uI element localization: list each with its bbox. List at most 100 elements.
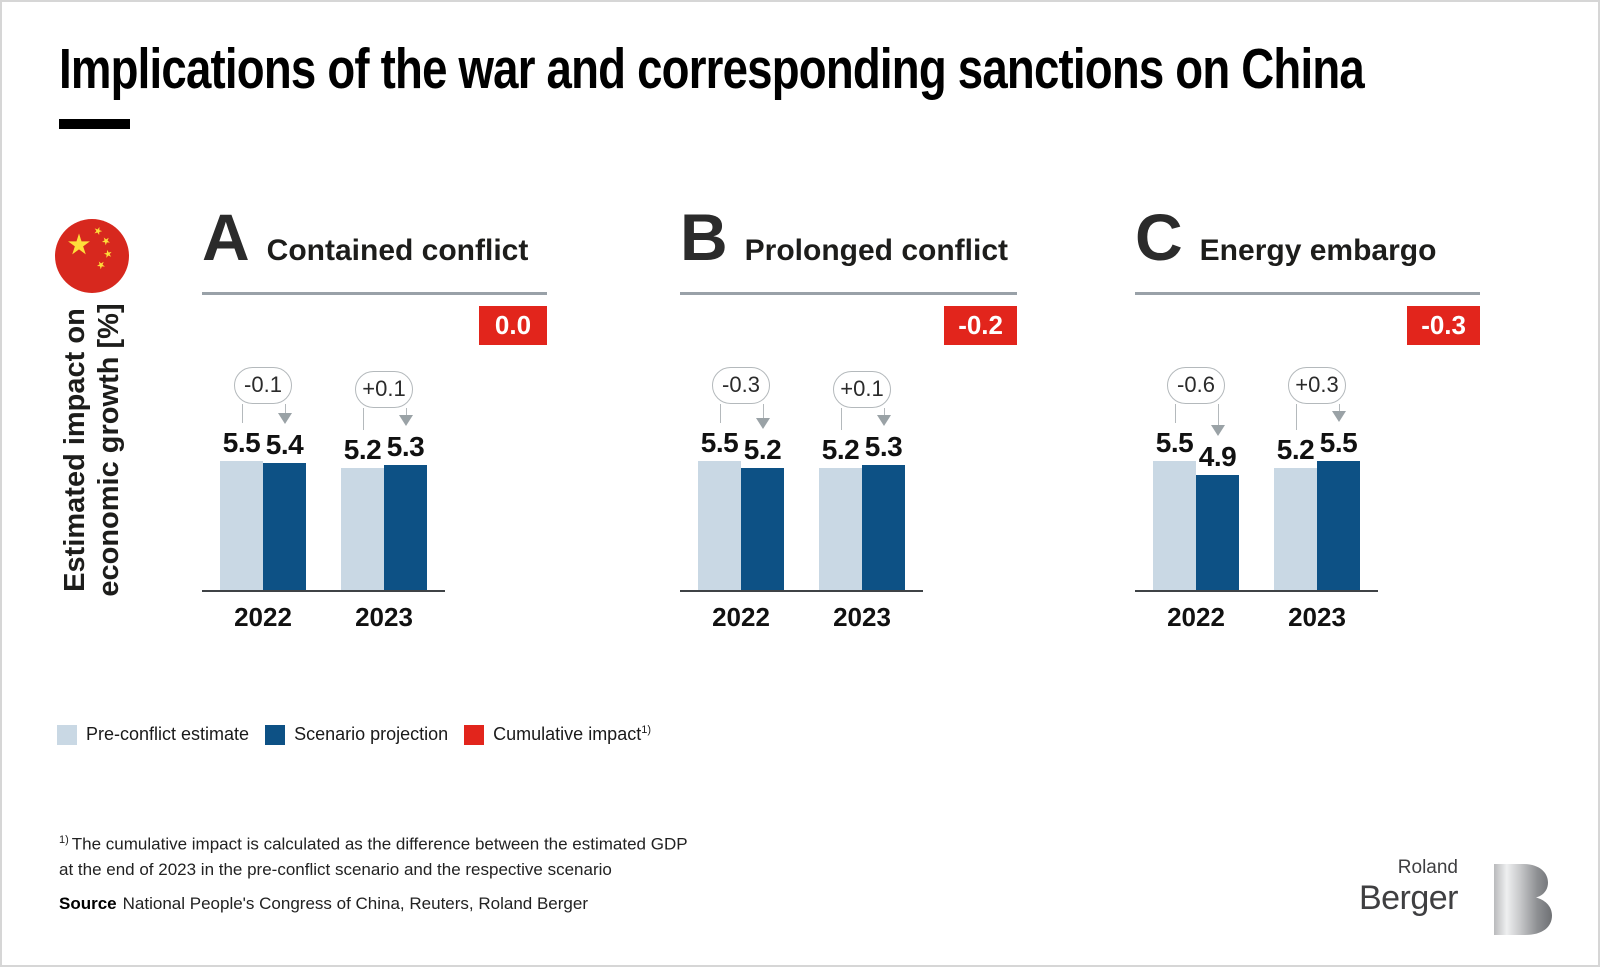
bar-value-scenario: 4.9 <box>1198 440 1237 472</box>
panel-header-rule <box>202 292 547 295</box>
bar-value-pre-conflict: 5.2 <box>1276 433 1315 465</box>
delta-arrow-line <box>405 408 407 416</box>
bar-pre-conflict <box>341 467 384 590</box>
delta-connector-line <box>362 408 364 430</box>
delta-bubble: -0.3 <box>712 366 770 404</box>
delta-arrow-line <box>1338 403 1340 411</box>
source-label: Source <box>59 894 117 913</box>
delta-arrow-line <box>1217 403 1219 425</box>
page-title: Implications of the war and correspondin… <box>59 37 1365 101</box>
bar-pre-conflict <box>1274 467 1317 590</box>
logo-berger: Berger <box>1358 879 1459 917</box>
legend-label-pre-conflict: Pre-conflict estimate <box>86 724 250 744</box>
legend-item-scenario: Scenario projection <box>265 724 448 745</box>
y-axis-label-line2: economic growth [%] <box>93 303 125 597</box>
title-underline <box>59 119 130 129</box>
delta-bubble: -0.1 <box>234 366 292 404</box>
bar-chart: 5.5 5.2 -0.3 2022 5.2 5.3 +0.1 2023 <box>680 202 1017 642</box>
y-axis-label-line1: Estimated impact on <box>59 308 91 592</box>
delta-connector-line <box>241 403 243 423</box>
x-axis-year-label: 2022 <box>234 602 292 632</box>
x-axis-year-label: 2022 <box>712 602 770 632</box>
china-flag-icon <box>55 219 129 293</box>
bar-value-pre-conflict: 5.5 <box>1155 426 1194 458</box>
panel-header: C Energy embargo <box>1135 202 1436 272</box>
source-line: Source National People's Congress of Chin… <box>59 894 588 914</box>
chart-legend: Pre-conflict estimate Scenario projectio… <box>57 724 651 745</box>
legend-label-cumulative: Cumulative impact1) <box>493 724 651 744</box>
bar-value-scenario: 5.3 <box>386 431 425 463</box>
footnote: 1) The cumulative impact is calculated as… <box>59 828 688 882</box>
footnote-marker: 1) <box>59 834 69 846</box>
x-axis-line <box>1135 590 1378 592</box>
bar-scenario-projection <box>384 465 427 590</box>
x-axis-line <box>202 590 445 592</box>
bar-pre-conflict <box>698 460 741 590</box>
delta-connector-line <box>1174 403 1176 423</box>
y-axis-label: Estimated impact on economic growth [%] <box>58 300 126 600</box>
delta-connector-line <box>1295 403 1297 430</box>
bar-scenario-projection <box>1196 474 1239 590</box>
delta-bubble: +0.3 <box>1288 366 1346 404</box>
panel-header-rule <box>680 292 1017 295</box>
x-axis-year-label: 2023 <box>833 602 891 632</box>
x-axis-year-label: 2023 <box>355 602 413 632</box>
legend-swatch-scenario <box>265 724 286 745</box>
legend-footnote-marker: 1) <box>641 724 651 736</box>
bar-value-scenario: 5.3 <box>864 431 903 463</box>
cumulative-impact-badge: -0.2 <box>944 306 1017 345</box>
bar-value-scenario: 5.4 <box>265 429 304 461</box>
bar-scenario-projection <box>263 463 306 590</box>
delta-arrow-line <box>762 403 764 418</box>
legend-item-pre-conflict: Pre-conflict estimate <box>57 724 249 745</box>
panel-header: A Contained conflict <box>202 202 528 272</box>
panel-header: B Prolonged conflict <box>680 202 1008 272</box>
bar-chart: 5.5 5.4 -0.1 2022 5.2 5.3 +0.1 2023 <box>202 202 547 642</box>
panel-b: B Prolonged conflict -0.2 5.5 5.2 -0.3 2022 5.2… <box>680 202 1017 642</box>
panel-a: A Contained conflict 0.0 5.5 5.4 -0.1 2022 5.2 5… <box>202 202 547 642</box>
panel-letter: C <box>1135 200 1183 274</box>
delta-arrow-head <box>1211 424 1225 436</box>
bar-value-pre-conflict: 5.2 <box>821 433 860 465</box>
panel-letter: A <box>202 200 250 274</box>
source-text: National People's Congress of China, Reu… <box>122 894 588 913</box>
delta-connector-line <box>840 408 842 430</box>
legend-label-scenario: Scenario projection <box>294 724 449 744</box>
bar-pre-conflict <box>1153 460 1196 590</box>
panel-scenario-title: Energy embargo <box>1199 234 1437 267</box>
panel-header-rule <box>1135 292 1480 295</box>
bar-scenario-projection <box>862 465 905 590</box>
delta-arrow-head <box>877 415 891 427</box>
legend-swatch-pre-conflict <box>57 724 77 745</box>
bar-value-scenario: 5.2 <box>743 433 782 465</box>
panel-letter: B <box>680 200 728 274</box>
delta-bubble: -0.6 <box>1167 366 1225 404</box>
bar-pre-conflict <box>220 460 263 590</box>
panel-scenario-title: Prolonged conflict <box>744 234 1009 267</box>
logo-roland: Roland <box>1397 857 1458 878</box>
panel-c: C Energy embargo -0.3 5.5 4.9 -0.6 2022 5.2 5.5 +… <box>1135 202 1480 642</box>
bar-value-pre-conflict: 5.5 <box>222 426 261 458</box>
delta-arrow-line <box>284 403 286 414</box>
delta-arrow-line <box>883 408 885 416</box>
delta-arrow-head <box>756 417 770 429</box>
logo-wordmark: Roland Berger <box>1358 857 1459 917</box>
legend-swatch-cumulative <box>464 724 485 745</box>
legend-item-cumulative: Cumulative impact1) <box>464 724 651 745</box>
bar-scenario-projection <box>741 467 784 590</box>
bar-value-pre-conflict: 5.2 <box>343 433 382 465</box>
delta-arrow-head <box>278 413 292 425</box>
cumulative-impact-badge: -0.3 <box>1407 306 1480 345</box>
delta-bubble: +0.1 <box>833 371 891 409</box>
x-axis-year-label: 2023 <box>1288 602 1346 632</box>
bar-chart: 5.5 4.9 -0.6 2022 5.2 5.5 +0.3 2023 <box>1135 202 1480 642</box>
delta-bubble: +0.1 <box>355 371 413 409</box>
bar-value-scenario: 5.5 <box>1319 426 1358 458</box>
logo-b-monogram-icon <box>1494 864 1552 935</box>
delta-connector-line <box>719 403 721 423</box>
bar-scenario-projection <box>1317 460 1360 590</box>
delta-arrow-head <box>399 415 413 427</box>
cumulative-impact-badge: 0.0 <box>479 306 547 345</box>
x-axis-year-label: 2022 <box>1167 602 1225 632</box>
